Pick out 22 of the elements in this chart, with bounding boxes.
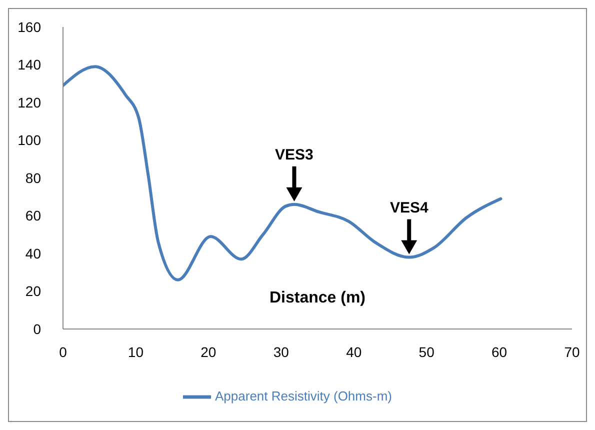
y-tick-label: 80 [25, 170, 42, 186]
line-series [63, 65, 502, 282]
x-tick-label: 20 [200, 344, 216, 360]
y-tick-label: 160 [18, 18, 42, 35]
y-tick-label: 20 [25, 283, 42, 300]
x-tick-label: 10 [128, 344, 144, 360]
annotation: VES3 [275, 146, 314, 164]
x-tick-label: 40 [346, 344, 362, 360]
x-tick-label: 60 [491, 344, 508, 360]
legend-label: Apparent Resistivity (Ohms-m) [215, 388, 392, 404]
y-tick-label: 100 [18, 132, 42, 148]
y-tick-label: 120 [18, 94, 42, 110]
y-tick-label: 40 [25, 245, 42, 262]
x-tick-label: 30 [273, 344, 290, 360]
y-tick-label: 0 [33, 320, 42, 337]
y-tick-label: 60 [25, 208, 42, 224]
x-axis-title: Distance (m) [269, 289, 366, 306]
x-tick-label: 70 [564, 344, 580, 360]
annotation: VES4 [390, 200, 429, 217]
y-tick-label: 140 [18, 56, 42, 73]
x-tick-label: 0 [59, 344, 68, 360]
x-tick-label: 50 [418, 344, 435, 360]
